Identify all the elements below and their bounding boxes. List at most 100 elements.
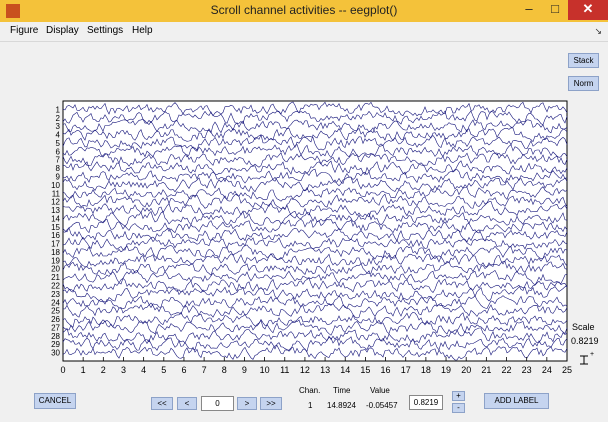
add-label-button[interactable]: ADD LABEL (484, 393, 549, 409)
eeg-trace-23 (62, 285, 568, 303)
channel-label-3: 3 (56, 122, 61, 131)
chan-readout: 1 (308, 401, 313, 410)
x-tick-label-2: 2 (101, 365, 106, 375)
eeg-trace-29 (62, 336, 568, 352)
channel-label-4: 4 (56, 131, 61, 140)
channel-label-5: 5 (56, 139, 61, 148)
close-icon: ✕ (582, 1, 594, 16)
x-tick-label-9: 9 (242, 365, 247, 375)
channel-label-2: 2 (56, 114, 61, 123)
eeg-trace-25 (62, 302, 568, 319)
eeg-trace-19 (62, 253, 568, 268)
x-tick-label-14: 14 (340, 365, 350, 375)
time-readout: 14.8924 (327, 401, 356, 410)
position-input[interactable]: 0 (201, 396, 234, 411)
x-tick-label-25: 25 (562, 365, 572, 375)
x-tick-label-5: 5 (161, 365, 166, 375)
x-tick-label-22: 22 (502, 365, 512, 375)
minimize-icon: – (525, 1, 533, 16)
channel-label-15: 15 (51, 223, 60, 232)
close-button[interactable]: ✕ (568, 0, 608, 20)
dock-arrow-icon[interactable]: ↘ (594, 26, 602, 36)
x-tick-label-24: 24 (542, 365, 552, 375)
first-page-button[interactable]: << (151, 397, 173, 410)
stack-button[interactable]: Stack (568, 53, 599, 68)
norm-button[interactable]: Norm (568, 76, 599, 91)
eeg-trace-16 (62, 227, 568, 243)
eeg-trace-7 (62, 152, 568, 168)
menu-bar: Figure Display Settings Help ↘ (0, 22, 608, 42)
x-tick-label-7: 7 (202, 365, 207, 375)
value-readout: -0.05457 (366, 401, 398, 410)
x-tick-label-16: 16 (381, 365, 391, 375)
eeg-trace-18 (62, 244, 568, 260)
menu-figure[interactable]: Figure (10, 25, 39, 36)
channel-label-20: 20 (51, 265, 60, 274)
eeg-trace-11 (62, 186, 568, 202)
eeg-trace-21 (62, 269, 568, 286)
scale-increase-button[interactable]: + (452, 391, 465, 401)
x-tick-label-3: 3 (121, 365, 126, 375)
eeg-trace-28 (62, 327, 568, 344)
maximize-icon: □ (551, 1, 559, 16)
x-tick-label-0: 0 (60, 365, 65, 375)
channel-label-22: 22 (51, 282, 60, 291)
channel-label-23: 23 (51, 290, 60, 299)
channel-label-12: 12 (51, 198, 60, 207)
eeg-trace-24 (62, 295, 568, 310)
channel-labels: 1234567891011121314151617181920212223242… (51, 105, 60, 357)
minimize-button[interactable]: – (516, 0, 542, 20)
next-page-button[interactable]: > (237, 397, 257, 410)
eeg-trace-22 (62, 277, 568, 293)
channel-label-7: 7 (56, 156, 61, 165)
x-tick-label-1: 1 (81, 365, 86, 375)
eeg-trace-10 (62, 176, 568, 193)
channel-label-10: 10 (51, 181, 60, 190)
eeg-trace-9 (62, 168, 568, 185)
x-tick-label-21: 21 (481, 365, 491, 375)
x-tick-label-23: 23 (522, 365, 532, 375)
scale-value: 0.8219 (571, 336, 599, 346)
eeg-traces (62, 101, 568, 361)
channel-label-13: 13 (51, 206, 60, 215)
channel-label-28: 28 (51, 332, 60, 341)
eeg-trace-3 (62, 118, 568, 134)
channel-label-25: 25 (51, 307, 60, 316)
x-tick-label-12: 12 (300, 365, 310, 375)
x-tick-label-19: 19 (441, 365, 451, 375)
eeg-trace-1 (62, 101, 568, 117)
channel-label-17: 17 (51, 240, 60, 249)
time-axis: 0 1 2 3 4 5 6 7 8 9 10 11 12 13 14 15 16 17 18 19 20 21 22 23 24… (60, 357, 572, 375)
svg-text:+: + (590, 351, 594, 358)
maximize-button[interactable]: □ (542, 0, 568, 20)
last-page-button[interactable]: >> (260, 397, 282, 410)
eeg-trace-8 (62, 160, 568, 176)
menu-display[interactable]: Display (46, 25, 79, 36)
prev-page-button[interactable]: < (177, 397, 197, 410)
channel-label-6: 6 (56, 147, 61, 156)
value-header: Value (370, 386, 390, 395)
spacing-input[interactable]: 0.8219 (409, 395, 443, 410)
x-tick-label-11: 11 (280, 365, 289, 375)
menu-settings[interactable]: Settings (87, 25, 124, 36)
cancel-button[interactable]: CANCEL (34, 393, 76, 409)
channel-label-11: 11 (52, 189, 61, 198)
x-tick-label-10: 10 (260, 365, 270, 375)
channel-label-18: 18 (51, 248, 60, 257)
scale-decrease-button[interactable]: - (452, 403, 465, 413)
eeg-trace-6 (62, 143, 568, 159)
channel-label-14: 14 (51, 214, 60, 223)
title-bar: Scroll channel activities -- eegplot() –… (0, 0, 608, 22)
channel-label-29: 29 (51, 340, 60, 349)
x-tick-label-8: 8 (222, 365, 227, 375)
channel-label-16: 16 (51, 231, 60, 240)
channel-label-30: 30 (51, 349, 60, 358)
channel-label-21: 21 (51, 273, 60, 282)
channel-label-24: 24 (51, 298, 60, 307)
x-tick-label-6: 6 (181, 365, 186, 375)
menu-help[interactable]: Help (132, 25, 153, 36)
eeg-trace-17 (62, 236, 568, 251)
channel-label-9: 9 (56, 172, 61, 181)
channel-label-8: 8 (56, 164, 61, 173)
